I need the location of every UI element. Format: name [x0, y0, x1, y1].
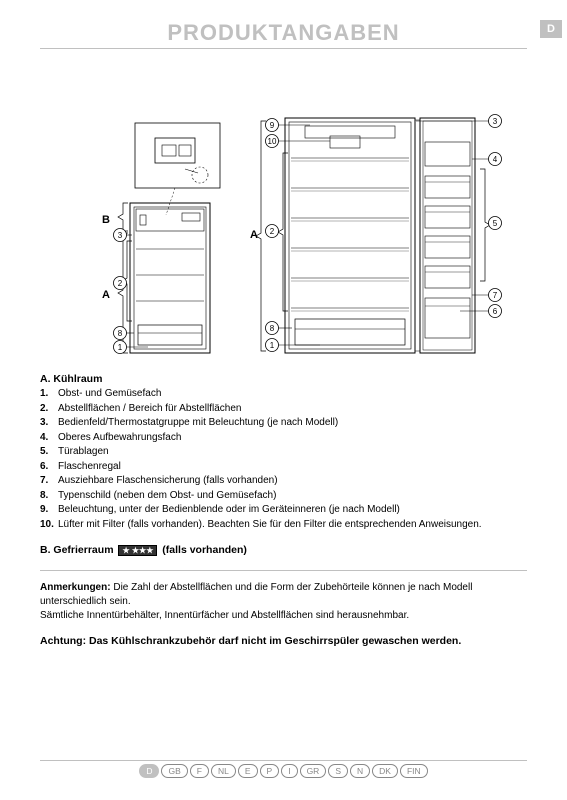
legend-item-text: Ausziehbare Flaschensicherung (falls vor…	[58, 475, 278, 486]
legend-item: 10.Lüfter mit Filter (falls vorhanden). …	[40, 518, 527, 533]
svg-text:9: 9	[270, 121, 275, 130]
svg-text:1: 1	[270, 341, 275, 350]
legend-item-text: Bedienfeld/Thermostatgruppe mit Beleucht…	[58, 417, 338, 428]
language-slot-i[interactable]: I	[281, 764, 297, 778]
legend-item: 5.Türablagen	[40, 445, 527, 460]
language-slot-e[interactable]: E	[238, 764, 258, 778]
legend-item-number: 6.	[40, 460, 58, 475]
legend-item-text: Lüfter mit Filter (falls vorhanden). Bea…	[58, 519, 482, 530]
language-slot-nl[interactable]: NL	[211, 764, 236, 778]
section-b-suffix: (falls vorhanden)	[162, 544, 247, 556]
remarks-paragraph: Anmerkungen: Die Zahl der Abstellflächen…	[40, 581, 527, 623]
svg-text:7: 7	[493, 291, 498, 300]
legend-section-a: A. Kühlraum 1.Obst- und Gemüsefach2.Abst…	[40, 373, 527, 532]
legend-item-number: 1.	[40, 387, 58, 402]
language-slot-s[interactable]: S	[328, 764, 348, 778]
legend-item-text: Oberes Aufbewahrungsfach	[58, 432, 181, 443]
language-slot-gr[interactable]: GR	[300, 764, 327, 778]
legend-item-number: 2.	[40, 402, 58, 417]
legend-item-number: 4.	[40, 431, 58, 446]
section-a-title: A. Kühlraum	[40, 373, 527, 385]
legend-item: 3.Bedienfeld/Thermostatgruppe mit Beleuc…	[40, 416, 527, 431]
language-badge-top: D	[540, 20, 562, 38]
section-b-prefix: B. Gefrierraum	[40, 544, 114, 556]
section-b: B. Gefrierraum ★ ★★★ (falls vorhanden)	[40, 544, 527, 556]
language-slot-dk[interactable]: DK	[372, 764, 398, 778]
svg-text:3: 3	[493, 117, 498, 126]
legend-item-text: Flaschenregal	[58, 461, 121, 472]
legend-item: 2.Abstellflächen / Bereich für Abstellfl…	[40, 402, 527, 417]
language-slot-f[interactable]: F	[190, 764, 209, 778]
page-title: PRODUKTANGABEN	[40, 20, 527, 46]
language-slot-gb[interactable]: GB	[161, 764, 187, 778]
legend-item-number: 3.	[40, 416, 58, 431]
legend-item: 1.Obst- und Gemüsefach	[40, 387, 527, 402]
freezer-stars-icon: ★ ★★★	[118, 545, 157, 556]
legend-item-text: Abstellflächen / Bereich für Abstellfläc…	[58, 403, 241, 414]
legend-item-text: Türablagen	[58, 446, 109, 457]
legend-item-text: Obst- und Gemüsefach	[58, 388, 161, 399]
legend-list: 1.Obst- und Gemüsefach2.Abstellflächen /…	[40, 387, 527, 532]
remarks-line2: Sämtliche Innentürbehälter, Innentürfäch…	[40, 610, 409, 621]
svg-text:B: B	[102, 214, 110, 226]
language-slot-n[interactable]: N	[350, 764, 370, 778]
language-slot-fin[interactable]: FIN	[400, 764, 428, 778]
legend-item-number: 8.	[40, 489, 58, 504]
legend-item-text: Typenschild (neben dem Obst- und Gemüsef…	[58, 490, 276, 501]
legend-item-number: 7.	[40, 474, 58, 489]
svg-text:10: 10	[268, 137, 277, 146]
svg-text:A: A	[250, 229, 258, 241]
remarks-label: Anmerkungen:	[40, 582, 111, 593]
legend-item-number: 9.	[40, 503, 58, 518]
svg-text:4: 4	[493, 155, 498, 164]
svg-text:8: 8	[118, 329, 123, 338]
title-underline: D	[40, 48, 527, 49]
warning-text: Achtung: Das Kühlschrankzubehör darf nic…	[40, 635, 527, 647]
language-slot-p[interactable]: P	[260, 764, 280, 778]
svg-text:8: 8	[270, 324, 275, 333]
legend-item-number: 5.	[40, 445, 58, 460]
language-bar: DGBFNLEPIGRSNDKFIN	[0, 760, 567, 778]
legend-item: 7.Ausziehbare Flaschensicherung (falls v…	[40, 474, 527, 489]
svg-text:6: 6	[493, 307, 498, 316]
legend-item-number: 10.	[40, 518, 58, 533]
svg-text:A: A	[102, 289, 110, 301]
svg-text:2: 2	[118, 279, 123, 288]
language-slot-d[interactable]: D	[139, 764, 159, 778]
divider	[40, 570, 527, 571]
legend-item: 6.Flaschenregal	[40, 460, 527, 475]
product-figure: B A 3 2 8 1 A 9 10 2 8 1 3 4 5 7 6	[40, 63, 527, 363]
legend-item: 8.Typenschild (neben dem Obst- und Gemüs…	[40, 489, 527, 504]
legend-item: 4.Oberes Aufbewahrungsfach	[40, 431, 527, 446]
svg-text:1: 1	[118, 343, 123, 352]
svg-text:3: 3	[118, 231, 123, 240]
legend-item-text: Beleuchtung, unter der Bedienblende oder…	[58, 504, 400, 515]
svg-text:5: 5	[493, 219, 498, 228]
svg-text:2: 2	[270, 227, 275, 236]
legend-item: 9.Beleuchtung, unter der Bedienblende od…	[40, 503, 527, 518]
